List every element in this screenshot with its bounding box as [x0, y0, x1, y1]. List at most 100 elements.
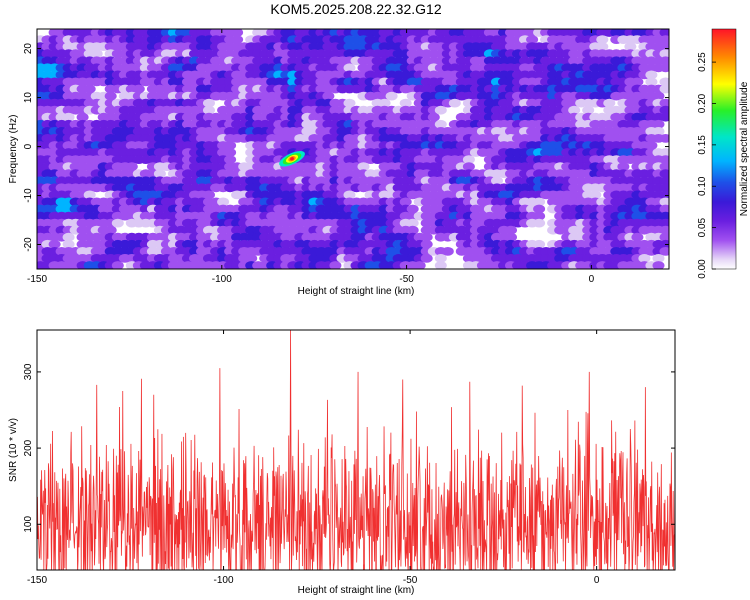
heatmap-cell	[406, 218, 419, 228]
spectrogram-y-label: Frequency (Hz)	[8, 115, 19, 184]
spectrogram-x-ticks: -150 -100 -50 0	[27, 29, 595, 285]
heatmap-cell	[76, 112, 89, 122]
heatmap-cell	[568, 105, 581, 115]
y-tick-label: -20	[23, 237, 34, 252]
heatmap-cell	[224, 155, 237, 165]
heatmap-cell	[505, 232, 517, 242]
y-tick-label: 100	[23, 516, 34, 533]
heatmap-cell	[533, 197, 546, 207]
heatmap-cell	[659, 155, 669, 164]
x-tick-label: -150	[27, 274, 47, 285]
heatmap-cell	[603, 98, 616, 108]
snr-series-line	[37, 330, 675, 570]
spectrogram-frame	[36, 28, 670, 270]
heatmap-cell	[153, 169, 166, 179]
colorbar: 0.00 0.05 0.10 0.15 0.20 0.25 Normalized spec…	[697, 28, 750, 279]
colorbar-tick-label: 0.25	[697, 52, 708, 72]
colorbar-tick-label: 0.10	[697, 176, 708, 196]
heatmap-cell	[582, 105, 595, 115]
heatmap-cell	[652, 119, 665, 129]
x-tick-label: -50	[403, 575, 418, 586]
y-tick-label: -10	[23, 188, 34, 203]
colorbar-label: Normalized spectral amplitude	[739, 81, 750, 216]
colorbar-tick-label: 0.05	[697, 217, 708, 237]
heatmap-cell	[48, 239, 61, 249]
spectrogram-peak	[279, 151, 305, 167]
heatmap-cell	[441, 247, 454, 256]
heatmap-cell	[420, 254, 433, 263]
heatmap-cell	[132, 84, 145, 94]
heatmap-cell	[406, 204, 419, 214]
heatmap-cell	[434, 261, 447, 269]
heatmap-cell	[659, 84, 669, 94]
heatmap-cell	[659, 197, 669, 207]
heatmap-cell	[596, 35, 609, 44]
heatmap-cell	[434, 105, 447, 115]
colorbar-gradient	[711, 28, 737, 270]
heatmap-cell	[652, 254, 665, 263]
spectrogram-y-ticks: -20 -10 0 10 20	[23, 43, 669, 252]
snr-x-label: Height of straight line (km)	[298, 585, 415, 596]
heatmap-cell	[399, 98, 412, 108]
heatmap-cell	[659, 148, 669, 157]
heatmap-cell	[224, 148, 237, 157]
heatmap-cell	[645, 70, 658, 80]
heatmap-cell	[413, 261, 426, 269]
heatmap-cell	[378, 98, 391, 108]
heatmap-cell	[533, 204, 546, 214]
heatmap-cell	[343, 98, 356, 108]
heatmap-peak-ring	[290, 157, 294, 161]
x-tick-label: 0	[589, 274, 595, 285]
heatmap-cell	[231, 35, 244, 44]
heatmap-cell	[659, 183, 669, 193]
heatmap-cell	[659, 112, 669, 122]
heatmap-cell	[322, 91, 335, 101]
heatmap-cell	[217, 197, 230, 207]
heatmap-cell	[533, 211, 546, 221]
heatmap-cell	[420, 232, 433, 242]
heatmap-cell	[399, 197, 412, 207]
heatmap-cell	[329, 261, 342, 269]
heatmap-cell	[659, 77, 669, 87]
heatmap-cell	[533, 239, 546, 249]
heatmap-cell	[505, 225, 517, 235]
heatmap-cell	[659, 63, 669, 73]
chart-title: KOM5.2025.208.22.32.G12	[270, 1, 441, 17]
heatmap-cell	[203, 105, 215, 115]
heatmap-cell	[343, 190, 356, 200]
heatmap-cell	[231, 29, 244, 37]
x-tick-label: -50	[399, 274, 414, 285]
heatmap-cell	[111, 218, 124, 228]
heatmap-cell	[659, 218, 669, 228]
heatmap-cell	[406, 225, 419, 235]
heatmap-cell	[526, 35, 539, 44]
heatmap-cell	[83, 190, 96, 200]
y-tick-label: 0	[23, 143, 34, 149]
heatmap-cell	[90, 49, 103, 59]
heatmap-cell	[659, 49, 669, 59]
heatmap-cell	[652, 91, 665, 101]
heatmap-cell	[62, 112, 75, 122]
heatmap-cell	[111, 261, 124, 269]
heatmap-cell	[631, 232, 644, 242]
heatmap-cell	[659, 105, 669, 115]
heatmap-cell	[659, 176, 669, 186]
heatmap-cell	[589, 190, 602, 200]
spectrogram-cells	[37, 29, 669, 269]
heatmap-cell	[224, 141, 237, 150]
snr-panel: -150 -100 -50 0 100 200 300 Height of straigh…	[8, 329, 676, 596]
colorbar-ticks: 0.00 0.05 0.10 0.15 0.20 0.25	[697, 52, 716, 279]
heatmap-cell	[617, 162, 630, 172]
y-tick-label: 20	[23, 43, 34, 55]
heatmap-cell	[245, 254, 258, 263]
x-tick-label: -100	[214, 575, 234, 586]
snr-x-ticks: -150 -100 -50 0	[27, 330, 600, 586]
heatmap-cell	[596, 42, 609, 51]
heatmap-cell	[104, 225, 117, 235]
heatmap-cell	[427, 112, 440, 122]
heatmap-cell	[448, 98, 461, 108]
colorbar-tick-label: 0.00	[697, 259, 708, 279]
heatmap-cell	[62, 239, 75, 249]
heatmap-cell	[659, 35, 669, 44]
heatmap-cell	[659, 239, 669, 249]
